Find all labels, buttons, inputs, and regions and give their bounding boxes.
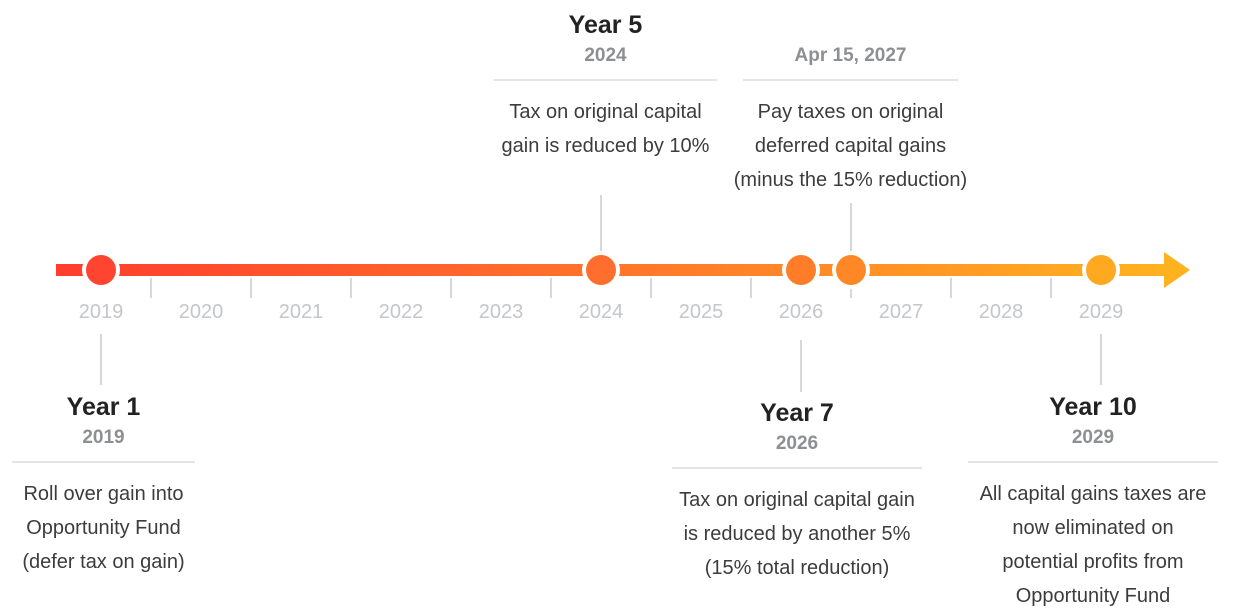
event-marker-4 [836,255,866,285]
year-label-2027: 2027 [879,301,924,323]
year-label-2020: 2020 [179,301,224,323]
year-axis-labels: 2019 2020 2021 2022 2023 2024 2025 2026 2027 2028… [79,301,1124,323]
event-card-year5: Year 5 2024 Tax on original capital gain… [494,10,717,163]
event-title: Year 7 [760,399,834,427]
year-label-2021: 2021 [279,301,324,323]
event-divider [494,79,717,81]
event-marker-2 [586,255,616,285]
event-description-line: Pay taxes on original [757,101,944,123]
event-marker-5 [1086,255,1116,285]
event-card-year10: Year 10 2029 All capital gains taxes are… [968,392,1218,613]
event-description-line: Tax on original capital [509,101,702,123]
event-date: 2019 [82,427,125,448]
event-description: Pay taxes on original deferred capital g… [713,95,988,197]
event-description-line: Roll over gain into [23,483,184,505]
year-label-2025: 2025 [679,301,724,323]
event-title: Year 5 [568,11,643,39]
event-divider [12,461,195,463]
event-description-line: (defer tax on gain) [22,551,185,573]
event-description-line: deferred capital gains [754,135,947,157]
event-description-line: now eliminated on [1012,517,1174,539]
event-description-line: (minus the 15% reduction) [733,169,968,191]
event-title: Year 10 [1049,393,1137,421]
event-description-line: is reduced by another 5% [683,523,911,545]
event-date: 2026 [775,433,819,454]
event-date: Apr 15, 2027 [794,45,907,66]
event-marker-1 [86,255,116,285]
year-label-2026: 2026 [779,301,824,323]
event-description-line: All capital gains taxes are [979,483,1207,505]
event-date: 2024 [584,45,627,66]
event-description-line: (15% total reduction) [704,557,890,579]
timeline-arrow-head [1164,252,1190,288]
event-description-line: gain is reduced by 10% [501,135,710,157]
event-divider [672,467,922,469]
event-date: 2029 [1071,427,1115,448]
event-description: Roll over gain into Opportunity Fund (de… [12,477,195,579]
event-marker-3 [786,255,816,285]
year-label-2029: 2029 [1079,301,1124,323]
event-title: Year 1 [66,393,141,421]
event-description-line: Tax on original capital gain [679,489,915,511]
event-description-line: Opportunity Fund [1015,585,1171,607]
event-card-apr-2027: Apr 15, 2027 Pay taxes on original defer… [734,44,967,197]
connector-lines [100,195,1102,392]
event-divider [968,461,1218,463]
year-ticks [150,278,1052,298]
event-description-line: potential profits from [1002,551,1184,573]
event-description: Tax on original capital gain is reduced … [494,95,717,163]
year-label-2023: 2023 [479,301,524,323]
event-card-year7: Year 7 2026 Tax on original capital gain… [672,398,922,585]
event-markers [82,251,1120,289]
event-card-year1: Year 1 2019 Roll over gain into Opportun… [12,392,195,579]
year-label-2024: 2024 [579,301,624,323]
year-label-2019: 2019 [79,301,124,323]
year-label-2028: 2028 [979,301,1024,323]
event-description-line: Opportunity Fund [26,517,181,539]
event-description: All capital gains taxes are now eliminat… [968,477,1218,613]
year-label-2022: 2022 [379,301,424,323]
event-description: Tax on original capital gain is reduced … [672,483,922,585]
event-divider [743,79,958,81]
